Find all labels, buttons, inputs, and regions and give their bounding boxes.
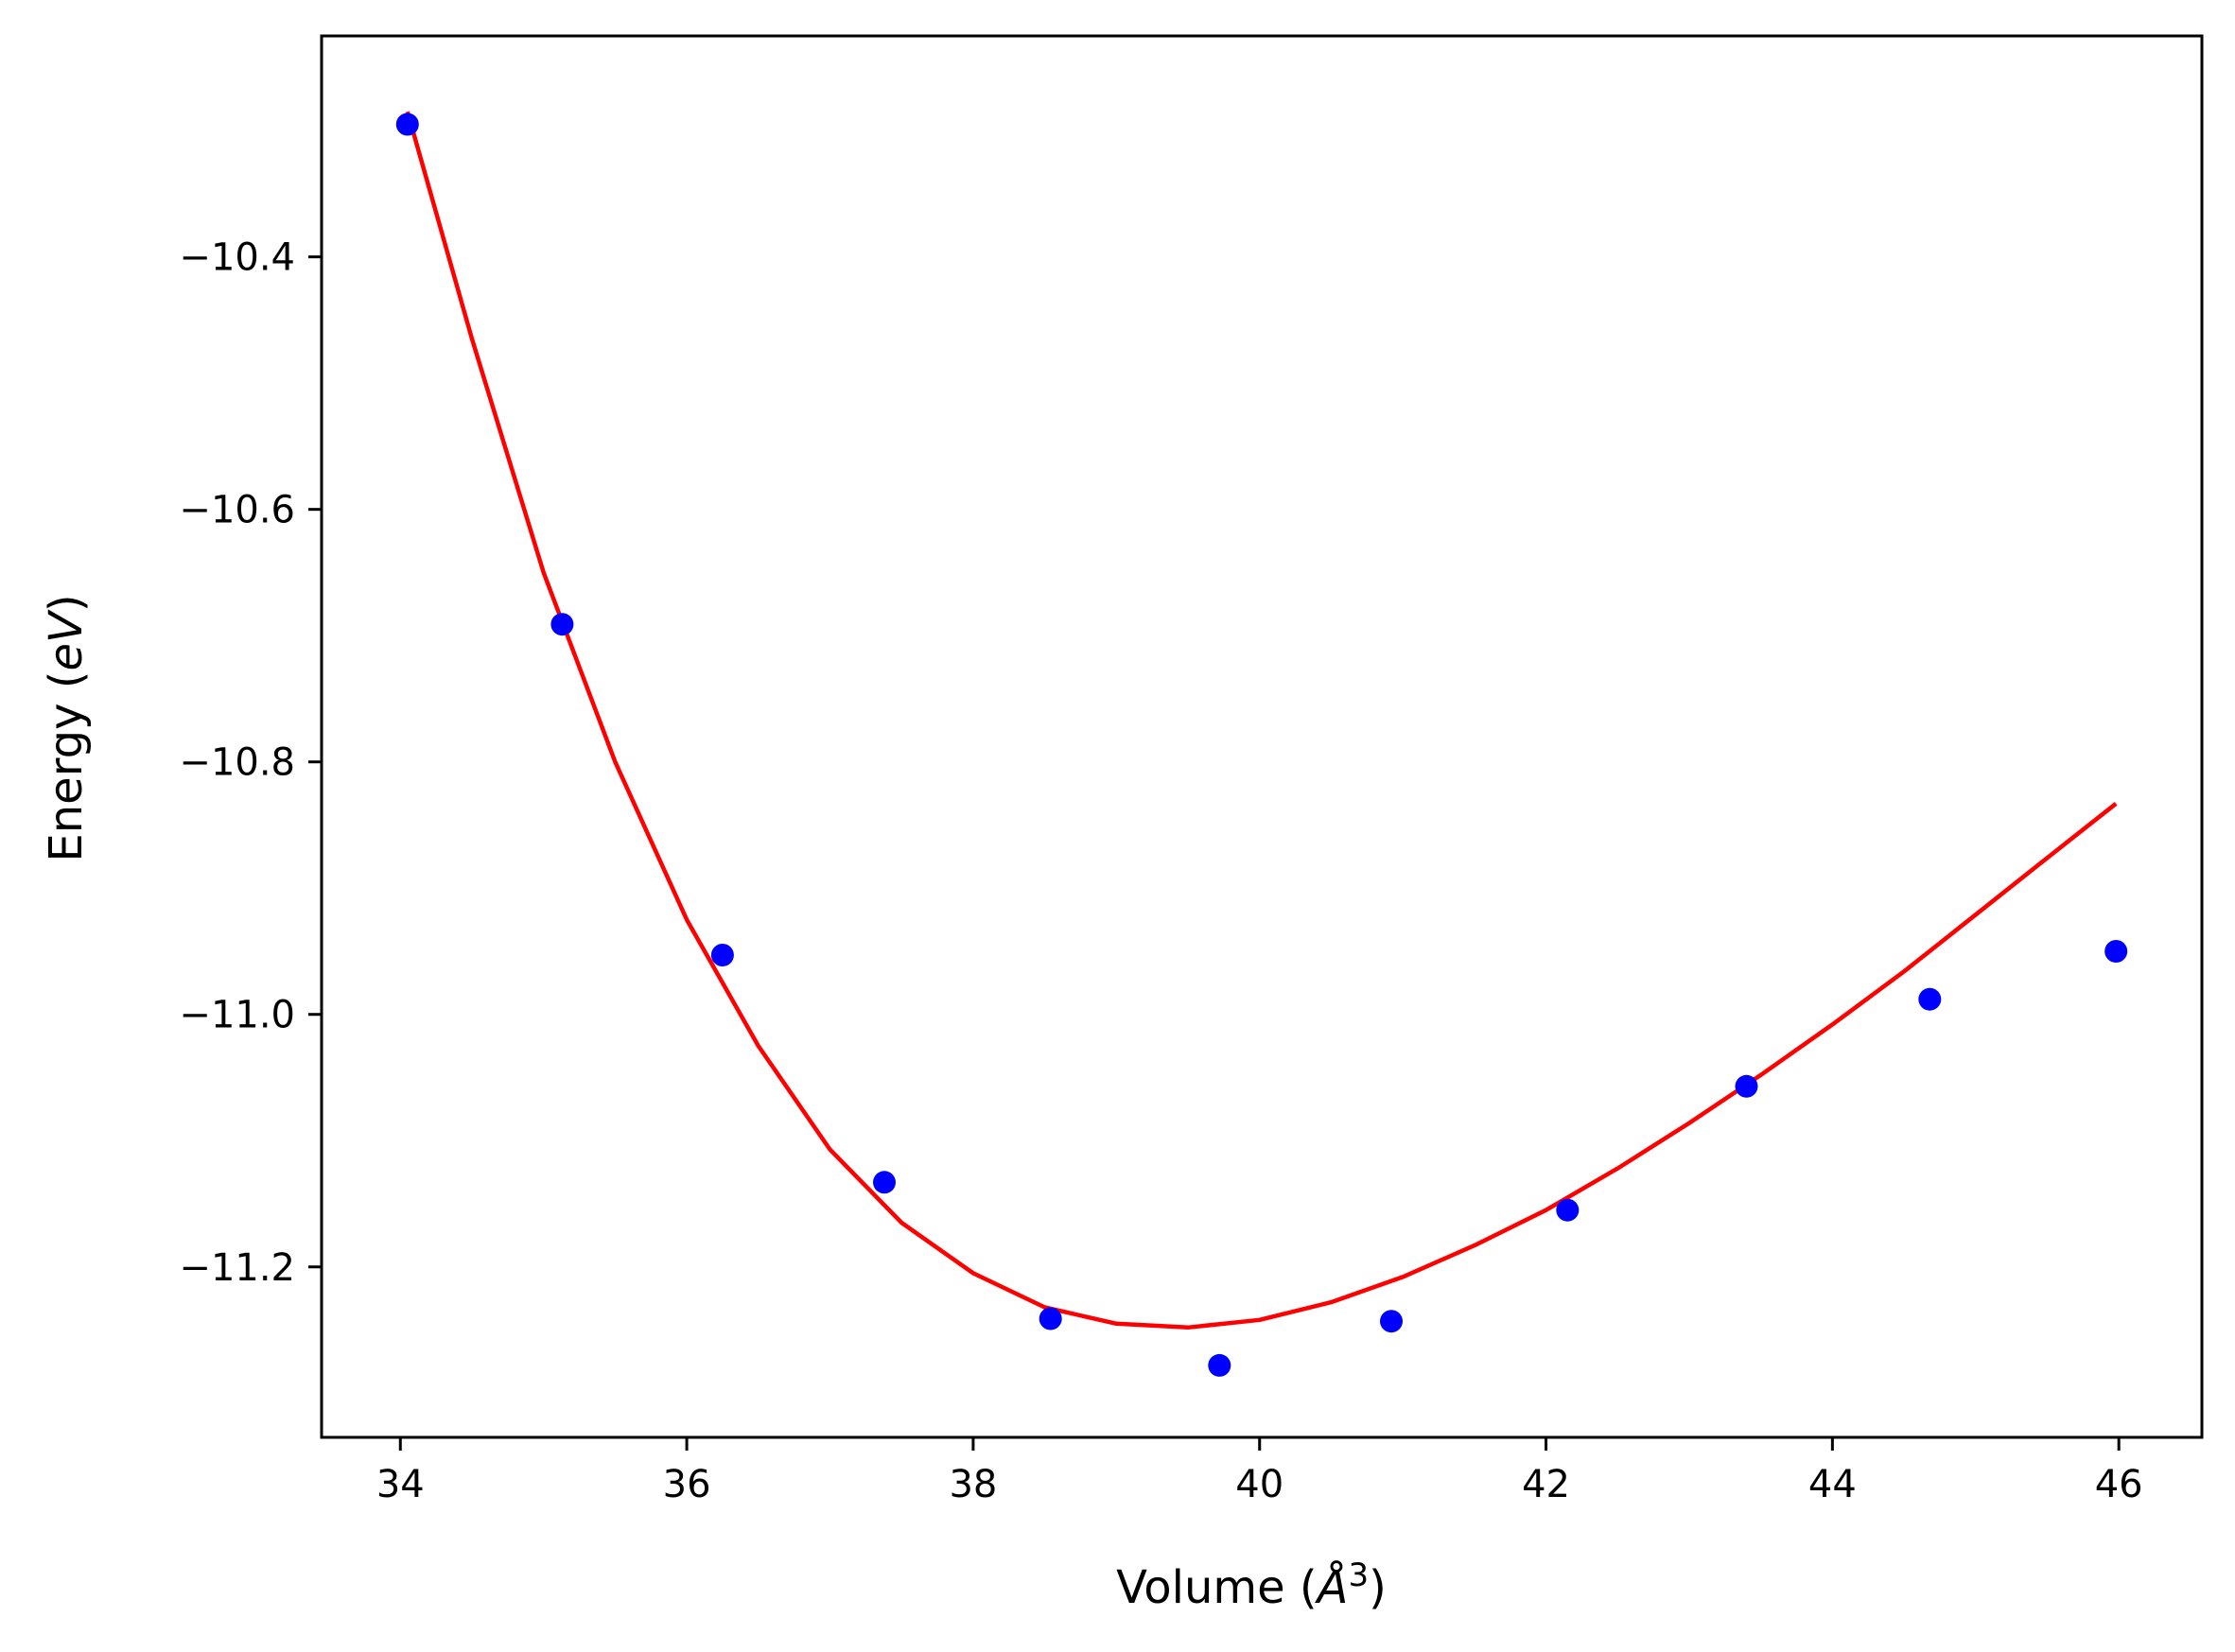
y-tick-label: −10.4	[179, 236, 295, 280]
x-tick-label: 42	[1522, 1463, 1570, 1506]
y-axis-label: Energy (eV)	[40, 594, 93, 861]
x-tick-label: 44	[1808, 1463, 1857, 1506]
data-point	[395, 113, 419, 136]
data-point	[550, 613, 574, 636]
x-axis-label-close: )	[1369, 1561, 1387, 1614]
x-axis-label-exponent: 3	[1348, 1556, 1369, 1594]
data-point	[873, 1171, 896, 1194]
data-point	[1918, 987, 1942, 1011]
y-tick-label: −11.0	[179, 994, 295, 1037]
data-point	[1556, 1198, 1580, 1222]
data-point	[1380, 1310, 1403, 1333]
y-axis-label-main: Energy (	[40, 671, 93, 862]
data-points-layer	[395, 113, 2128, 1377]
data-point	[1039, 1307, 1062, 1330]
x-tick-label: 34	[376, 1463, 425, 1506]
data-point	[2104, 940, 2128, 963]
data-point	[1208, 1353, 1231, 1377]
y-axis-label-unit: eV	[40, 609, 93, 671]
plot-frame	[320, 34, 2204, 1439]
x-axis-ticks: 34 36 38 40 42 44 46	[376, 1437, 2143, 1506]
fit-curve-layer	[405, 111, 2118, 1330]
y-axis-ticks: −10.4 −10.6 −10.8 −11.0 −11.2	[179, 236, 322, 1290]
y-axis-label-close: )	[40, 594, 93, 612]
x-tick-label: 36	[663, 1463, 711, 1506]
x-tick-label: 46	[2095, 1463, 2143, 1506]
x-tick-label: 40	[1235, 1463, 1283, 1506]
y-tick-label: −11.2	[179, 1246, 295, 1290]
x-axis-label: Volume (Å3)	[1116, 1556, 1387, 1614]
x-axis-label-unit: Å	[1315, 1560, 1349, 1614]
y-tick-label: −10.6	[179, 489, 295, 532]
y-tick-label: −10.8	[179, 741, 295, 785]
x-tick-label: 38	[949, 1463, 997, 1506]
data-point	[710, 944, 734, 966]
fit-curve	[405, 111, 2118, 1330]
data-point	[1735, 1074, 1758, 1098]
x-axis-label-main: Volume (	[1116, 1561, 1318, 1614]
